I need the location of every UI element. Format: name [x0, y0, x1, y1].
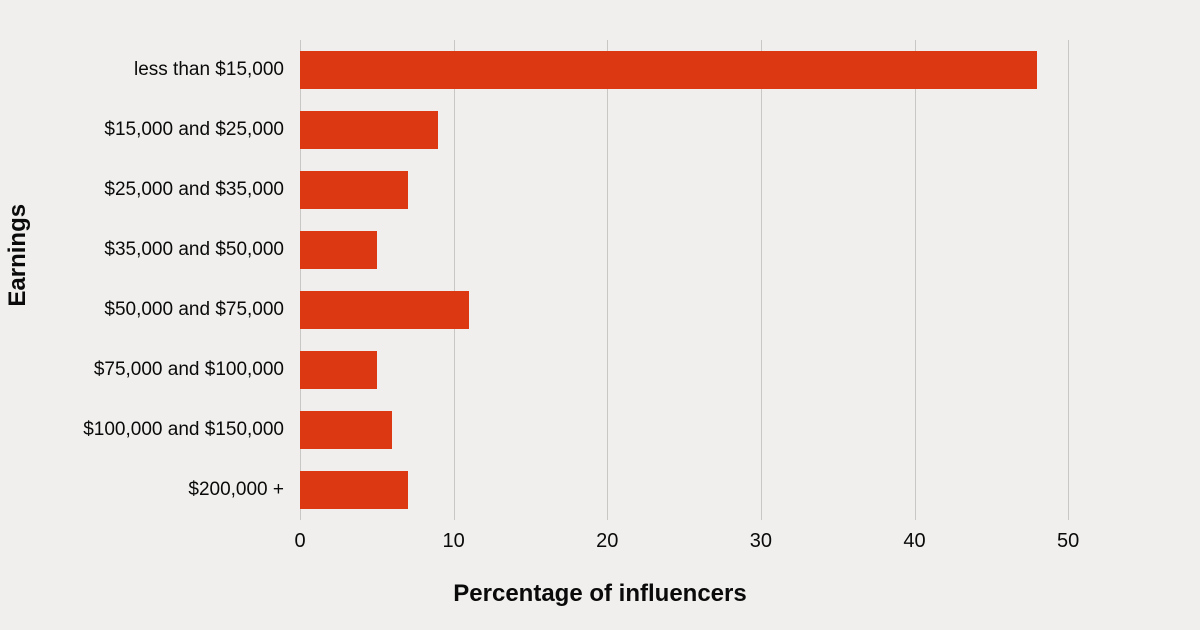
category-label: $15,000 and $25,000 [104, 119, 284, 141]
bar [300, 171, 408, 209]
bar [300, 471, 408, 509]
category-label: $75,000 and $100,000 [94, 359, 284, 381]
bar [300, 231, 377, 269]
bar [300, 291, 469, 329]
x-tick-label: 0 [294, 530, 305, 553]
bar-row: $100,000 and $150,000 [300, 411, 1145, 449]
category-label: less than $15,000 [134, 59, 284, 81]
category-label: $25,000 and $35,000 [104, 179, 284, 201]
plot-area: 01020304050 less than $15,000$15,000 and… [300, 40, 1145, 520]
bars-group: less than $15,000 $15,000 and $25,000 $25,… [300, 40, 1145, 520]
bar [300, 111, 438, 149]
category-label: $200,000 + [188, 479, 284, 501]
x-tick-label: 50 [1057, 530, 1079, 553]
chart-container: Earnings Percentage of influencers 01020… [0, 0, 1200, 630]
bar-row: $35,000 and $50,000 [300, 231, 1145, 269]
bar [300, 351, 377, 389]
bar-row: $200,000 + [300, 471, 1145, 509]
category-label: $50,000 and $75,000 [104, 299, 284, 321]
bar-row: less than $15,000 [300, 51, 1145, 89]
x-tick-label: 10 [443, 530, 465, 553]
x-tick-label: 20 [596, 530, 618, 553]
y-axis-title: Earnings [4, 204, 32, 307]
category-label: $100,000 and $150,000 [83, 419, 284, 441]
x-tick-label: 40 [903, 530, 925, 553]
category-label: $35,000 and $50,000 [104, 239, 284, 261]
bar-row: $25,000 and $35,000 [300, 171, 1145, 209]
x-tick-label: 30 [750, 530, 772, 553]
bar [300, 51, 1037, 89]
x-axis-title: Percentage of influencers [0, 580, 1200, 608]
bar-row: $75,000 and $100,000 [300, 351, 1145, 389]
bar-row: $15,000 and $25,000 [300, 111, 1145, 149]
bar-row: $50,000 and $75,000 [300, 291, 1145, 329]
bar [300, 411, 392, 449]
